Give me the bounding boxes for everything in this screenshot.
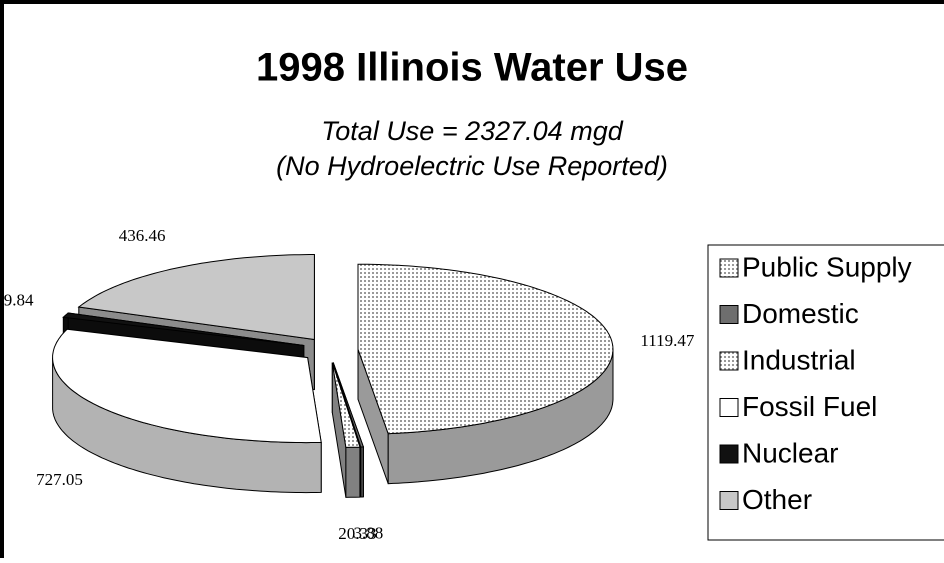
slice — [52, 328, 322, 494]
legend-label: Fossil Fuel — [742, 391, 877, 422]
slice — [357, 263, 614, 485]
slice-top — [52, 328, 322, 444]
legend-label: Public Supply — [742, 251, 912, 282]
data-label: 3.88 — [353, 524, 383, 543]
legend-swatch — [719, 305, 739, 324]
slice-top — [77, 254, 315, 341]
slice-top — [332, 362, 365, 448]
legend-label: Industrial — [742, 344, 856, 375]
data-label: 19.84 — [0, 290, 34, 309]
data-label: 20.33 — [338, 524, 376, 543]
slice-side — [360, 446, 364, 498]
legend-box — [707, 244, 944, 541]
legend-swatch — [719, 444, 739, 464]
legend-swatch — [719, 351, 739, 371]
data-label: 1119.47 — [640, 331, 694, 350]
subtitle: (No Hydroelectric Use Reported) — [276, 151, 668, 181]
subtitle: Total Use = 2327.04 mgd — [321, 116, 623, 146]
data-label: 727.05 — [36, 470, 83, 489]
legend-label: Nuclear — [742, 437, 838, 468]
slice-top — [357, 263, 614, 435]
legend-label: Other — [742, 484, 812, 515]
legend-swatch — [719, 398, 739, 417]
slice-side — [345, 446, 361, 498]
slice-top — [331, 362, 361, 448]
legend-swatch — [719, 491, 739, 510]
chart-title: 1998 Illinois Water Use — [256, 46, 688, 90]
slice-top — [62, 312, 304, 346]
legend-swatch — [719, 258, 739, 278]
data-label: 436.46 — [119, 226, 166, 245]
legend-label: Domestic — [742, 298, 859, 329]
slice — [331, 362, 361, 498]
